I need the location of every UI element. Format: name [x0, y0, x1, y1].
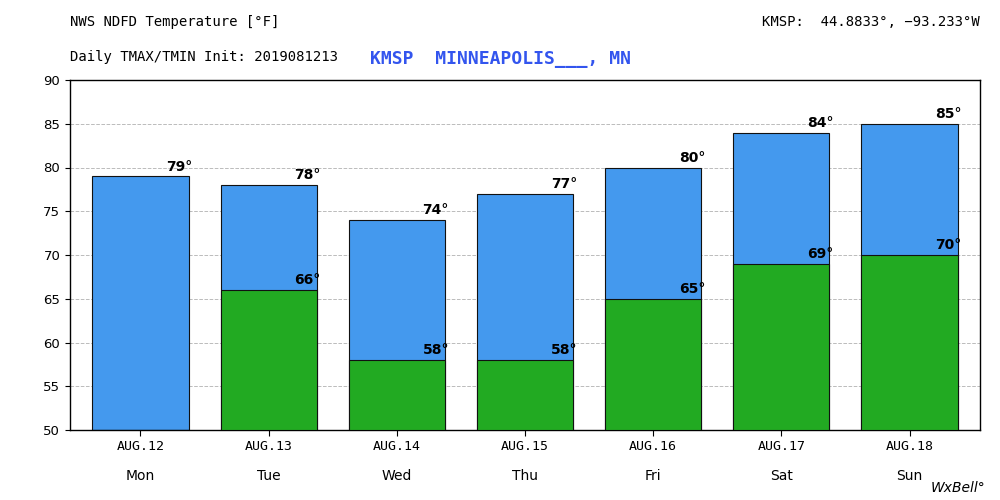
- Text: 58°: 58°: [551, 344, 577, 357]
- Text: 69°: 69°: [807, 247, 833, 261]
- Bar: [221, 290, 317, 430]
- Text: Fri: Fri: [645, 470, 661, 484]
- Text: 70°: 70°: [935, 238, 961, 252]
- Text: 74°: 74°: [422, 204, 449, 218]
- Text: 77°: 77°: [551, 177, 577, 191]
- Text: 78°: 78°: [294, 168, 321, 182]
- Text: 80°: 80°: [679, 151, 705, 165]
- Text: WxBell°: WxBell°: [930, 481, 985, 495]
- Text: 58°: 58°: [422, 344, 449, 357]
- Bar: [605, 298, 701, 430]
- Text: Thu: Thu: [512, 470, 538, 484]
- Bar: [221, 185, 317, 430]
- Text: 85°: 85°: [935, 107, 962, 121]
- Text: Sun: Sun: [896, 470, 923, 484]
- Text: Sat: Sat: [770, 470, 793, 484]
- Bar: [349, 360, 445, 430]
- Bar: [92, 176, 189, 430]
- Text: 79°: 79°: [166, 160, 192, 173]
- Bar: [861, 255, 958, 430]
- Text: KMSP:  44.8833°, −93.233°W: KMSP: 44.8833°, −93.233°W: [762, 15, 980, 29]
- Text: Tue: Tue: [257, 470, 280, 484]
- Bar: [605, 168, 701, 430]
- Bar: [733, 132, 829, 430]
- Bar: [733, 264, 829, 430]
- Text: KMSP  MINNEAPOLIS___, MN: KMSP MINNEAPOLIS___, MN: [370, 50, 631, 68]
- Bar: [477, 360, 573, 430]
- Text: 66°: 66°: [294, 274, 321, 287]
- Text: NWS NDFD Temperature [°F]: NWS NDFD Temperature [°F]: [70, 15, 279, 29]
- Text: 84°: 84°: [807, 116, 833, 130]
- Text: Wed: Wed: [382, 470, 412, 484]
- Bar: [861, 124, 958, 430]
- Bar: [349, 220, 445, 430]
- Text: Daily TMAX/TMIN Init: 2019081213: Daily TMAX/TMIN Init: 2019081213: [70, 50, 338, 64]
- Bar: [477, 194, 573, 430]
- Text: 65°: 65°: [679, 282, 705, 296]
- Text: Mon: Mon: [126, 470, 155, 484]
